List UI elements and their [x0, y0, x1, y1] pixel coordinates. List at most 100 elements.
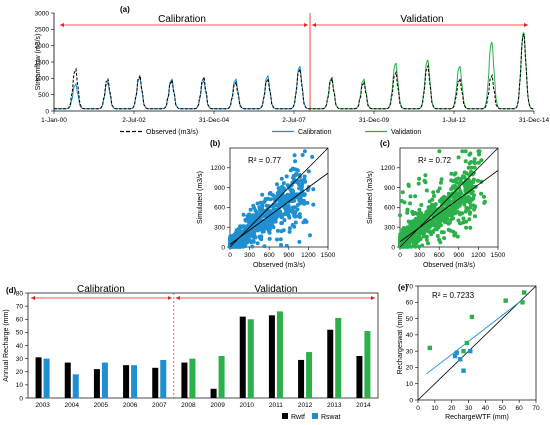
c-point	[429, 221, 434, 226]
b-point	[281, 228, 286, 233]
c-point	[479, 191, 484, 196]
c-point	[413, 194, 418, 199]
e-xtick-label: 60	[516, 405, 524, 412]
c-point	[458, 201, 462, 205]
c-point	[400, 190, 405, 195]
b-point	[275, 196, 280, 201]
b-point	[291, 179, 296, 184]
c-x-axis-title: Observed (m3/s)	[423, 262, 475, 269]
c-xtick-label: 300	[414, 252, 425, 259]
b-point	[287, 215, 292, 220]
c-point	[445, 214, 450, 218]
d-bar-rswat	[247, 319, 254, 398]
e-point-calibration	[457, 357, 463, 362]
c-ytick-label: 0	[391, 244, 395, 251]
a-xtick-label: 31-Dec-14	[519, 117, 550, 124]
b-y-axis-title: Simulated (m3/s)	[197, 171, 204, 224]
c-y-axis-title: Simulated (m3/s)	[367, 171, 374, 224]
b-point	[255, 241, 260, 246]
d-ytick-label: 0	[19, 395, 23, 402]
b-point	[311, 202, 316, 207]
b-point	[302, 174, 307, 179]
a-xtick-label: 2-Jul-02	[122, 117, 146, 124]
c-point	[419, 203, 424, 207]
b-point	[271, 225, 276, 230]
d-ytick-label: 30	[16, 356, 24, 363]
c-point	[430, 229, 435, 234]
c-point	[442, 196, 447, 201]
c-point	[457, 186, 461, 191]
b-point	[310, 154, 315, 159]
e-frame	[417, 285, 537, 401]
c-point	[435, 218, 440, 223]
d-bar-rwtf	[356, 356, 363, 398]
c-point	[421, 234, 426, 239]
b-point	[283, 201, 287, 206]
b-point	[236, 230, 241, 235]
c-point	[469, 191, 474, 196]
b-point	[280, 184, 285, 189]
c-point	[417, 233, 422, 237]
c-point	[442, 236, 447, 241]
c-point	[463, 159, 468, 164]
b-point	[236, 244, 241, 249]
b-point	[277, 188, 282, 192]
d-xtick-label: 2006	[123, 402, 138, 409]
c-point	[468, 205, 473, 210]
d-ytick-label: 80	[16, 290, 24, 297]
b-xtick-label: 1500	[321, 252, 336, 259]
b-point	[291, 209, 296, 214]
b-point	[259, 227, 263, 232]
b-point	[267, 217, 272, 221]
b-point	[248, 225, 253, 229]
c-xtick-label: 0	[398, 252, 402, 259]
c-point	[455, 234, 460, 239]
b-point	[302, 177, 307, 182]
b-point	[278, 237, 283, 242]
b-point	[311, 187, 316, 192]
c-point	[403, 243, 408, 248]
e-xtick-label: 50	[499, 405, 507, 412]
d-bar-rwtf	[93, 369, 100, 398]
d-bar-rswat	[72, 374, 79, 398]
b-point	[308, 233, 312, 238]
b-point	[283, 206, 288, 211]
d-xtick-label: 2012	[298, 402, 313, 409]
b-point	[305, 188, 310, 192]
c-point	[441, 230, 446, 235]
d-ytick-label: 70	[16, 303, 24, 310]
c-point	[479, 158, 484, 163]
c-point	[440, 199, 445, 204]
b-point	[287, 229, 292, 234]
d-xtick-label: 2011	[269, 402, 283, 409]
a-ytick-label: 1500	[35, 59, 50, 66]
b-point	[261, 214, 266, 219]
c-point	[418, 210, 423, 215]
c-point	[438, 180, 443, 185]
a-xtick-label: 31-Dec-04	[199, 117, 230, 124]
c-point	[442, 219, 447, 224]
c-point	[427, 199, 432, 204]
e-xtick-label: 0	[416, 405, 420, 412]
b-point	[243, 218, 248, 223]
c-point	[438, 240, 443, 245]
c-point	[406, 182, 411, 187]
b-point	[241, 242, 246, 247]
e-point-validation	[469, 314, 475, 320]
c-point	[408, 201, 412, 206]
c-point	[420, 226, 425, 231]
c-point	[409, 239, 414, 244]
b-point	[293, 159, 298, 164]
d-bar-rswat	[160, 359, 167, 398]
e-ytick-label: 20	[406, 365, 414, 372]
a-ytick-label: 1000	[35, 76, 50, 83]
c-point	[459, 191, 464, 196]
c-point	[416, 181, 421, 186]
a-legend-label: Validation	[391, 129, 421, 136]
c-point	[464, 225, 469, 230]
c-point	[436, 189, 440, 194]
a-xtick-label: 2-Jul-07	[282, 117, 306, 124]
d-xtick-label: 2013	[327, 402, 342, 409]
a-ytick-label: 0	[45, 108, 49, 115]
